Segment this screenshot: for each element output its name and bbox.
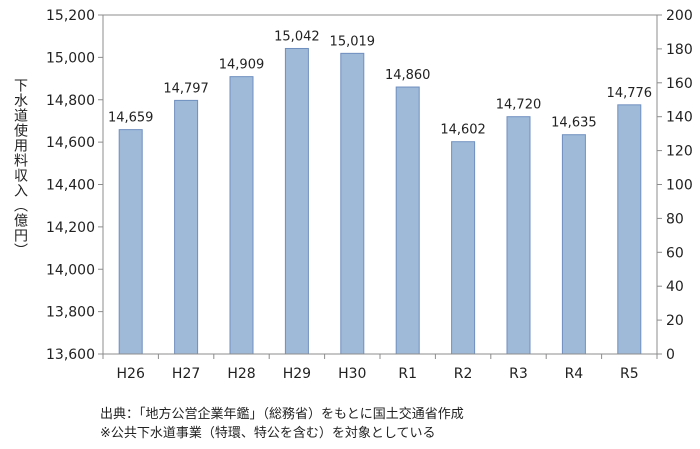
x-tick-label: R2 xyxy=(454,366,473,382)
y-tick-label: 15,200 xyxy=(46,8,95,24)
x-tick-label: H28 xyxy=(227,366,255,382)
y-tick-label: 13,800 xyxy=(46,305,95,321)
x-tick-label: R5 xyxy=(620,366,639,382)
y2-tick-label: 60 xyxy=(666,245,684,261)
x-tick-label: R3 xyxy=(509,366,528,382)
x-tick-label: R4 xyxy=(565,366,584,382)
bar-H28 xyxy=(229,76,254,355)
bar-H30 xyxy=(340,52,365,355)
y2-tick-label: 100 xyxy=(666,178,693,194)
bar-H29 xyxy=(284,47,309,355)
chart-footnotes: 出典：「地方公営企業年鑑」（総務省）をもとに国土交通省作成 ※公共下水道事業（特… xyxy=(100,405,464,443)
y-tick-label: 14,400 xyxy=(46,178,95,194)
y2-tick-label: 0 xyxy=(666,347,675,363)
y-axis-left: 13,600 13,800 14,000 14,200 14,400 14,600 14,8… xyxy=(46,8,103,363)
y2-tick-label: 180 xyxy=(666,42,693,58)
y-tick-label: 14,800 xyxy=(46,93,95,109)
y-tick-label: 15,000 xyxy=(46,50,95,66)
y2-tick-label: 20 xyxy=(666,313,684,329)
x-tick-label: H30 xyxy=(338,366,366,382)
data-label: 14,720 xyxy=(496,98,542,113)
bar-R4 xyxy=(561,134,586,355)
data-label: 14,635 xyxy=(551,116,597,131)
bar-H27 xyxy=(174,99,199,355)
y2-tick-label: 140 xyxy=(666,110,693,126)
y-tick-label: 14,200 xyxy=(46,220,95,236)
y2-tick-label: 200 xyxy=(666,8,693,24)
bar-R2 xyxy=(451,141,476,355)
bar-R1 xyxy=(395,86,420,355)
data-label: 14,602 xyxy=(440,123,486,138)
data-label: 14,797 xyxy=(163,81,209,96)
y-tick-label: 14,600 xyxy=(46,135,95,151)
data-label: 14,860 xyxy=(385,68,431,83)
scope-note: ※公共下水道事業（特環、特公を含む）を対象としている xyxy=(100,426,436,441)
y2-tick-label: 40 xyxy=(666,279,684,295)
x-tick-label: H27 xyxy=(172,366,200,382)
x-tick-label: H26 xyxy=(117,366,145,382)
data-label: 15,042 xyxy=(274,29,320,44)
y2-tick-label: 160 xyxy=(666,76,693,92)
x-axis: H26 H27 H28 H29 H30 R1 R2 R3 R4 R5 xyxy=(102,354,658,382)
x-tick-label: R1 xyxy=(398,366,417,382)
data-label: 14,659 xyxy=(108,111,154,126)
plot-frame xyxy=(102,14,658,355)
data-label: 14,909 xyxy=(219,58,265,73)
data-labels: 14,659 14,797 14,909 15,042 15,019 14,860 14,6… xyxy=(108,29,652,137)
bar-R5 xyxy=(617,104,642,355)
y-tick-label: 13,600 xyxy=(46,347,95,363)
data-label: 14,776 xyxy=(607,86,653,101)
bar-R3 xyxy=(506,116,531,355)
data-label: 15,019 xyxy=(330,34,376,49)
x-tick-label: H29 xyxy=(283,366,311,382)
y-axis-right: 0 20 40 60 80 100 120 140 160 180 200 xyxy=(657,8,693,363)
source-note: 出典：「地方公営企業年鑑」（総務省）をもとに国土交通省作成 xyxy=(100,407,464,422)
y-axis-title: 下水道使用料収入（億円） xyxy=(12,78,28,258)
y2-tick-label: 120 xyxy=(666,144,693,160)
bar-H26 xyxy=(118,129,143,355)
y2-tick-label: 80 xyxy=(666,211,684,227)
y-tick-label: 14,000 xyxy=(46,262,95,278)
